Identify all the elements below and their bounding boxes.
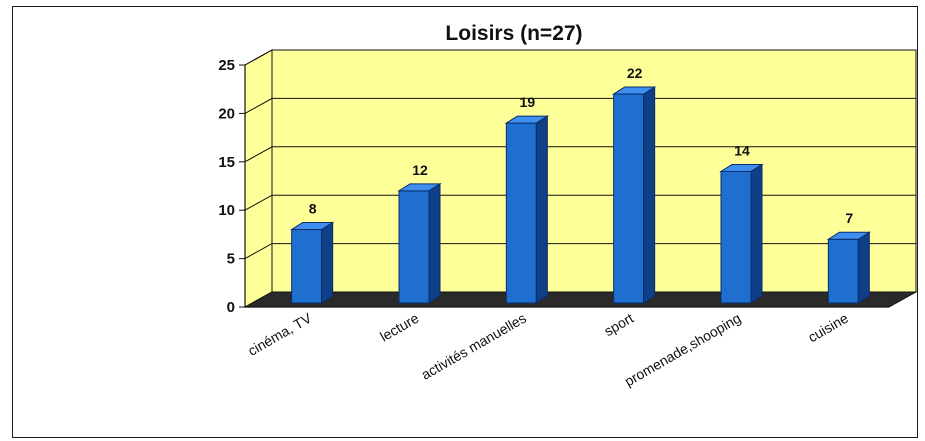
plot-area: 0 5 10 15 20 25 8 cinéma, TV 12 lecture 19 activité… — [218, 49, 918, 390]
bar-front — [505, 122, 537, 304]
bar-top — [504, 115, 550, 124]
bar — [397, 182, 442, 304]
bar-side — [428, 182, 441, 304]
data-label: 7 — [845, 210, 853, 226]
bar-front — [291, 229, 323, 304]
bar — [289, 221, 335, 304]
bar — [504, 115, 550, 304]
data-label: 8 — [309, 201, 317, 217]
x-category-label: cinéma, TV — [245, 309, 315, 358]
floor — [243, 291, 918, 308]
y-tick-label: 5 — [227, 251, 235, 268]
side-wall — [244, 49, 273, 308]
gridline — [244, 97, 916, 114]
data-label: 12 — [412, 162, 428, 178]
bar-top — [611, 86, 657, 95]
x-category-label: sport — [601, 310, 636, 339]
data-label: 19 — [520, 94, 536, 110]
y-tick-label: 20 — [218, 105, 235, 122]
bar — [611, 86, 657, 304]
gridline — [244, 146, 916, 163]
bar-top — [397, 183, 442, 192]
bar — [719, 163, 764, 304]
bar-front — [613, 93, 645, 304]
gridline — [244, 194, 916, 211]
bar — [826, 231, 872, 304]
chart-frame: Loisirs (n=27) 0 5 10 15 20 25 8 cinéma, TV 12 le… — [12, 6, 918, 438]
bar-side — [535, 115, 548, 304]
x-category-label: cuisine — [805, 310, 851, 346]
bar-top — [289, 222, 335, 231]
y-tick-label: 25 — [218, 57, 235, 74]
chart-title: Loisirs (n=27) — [445, 22, 582, 45]
back-wall — [271, 49, 917, 293]
x-category-label: promenade,shooping — [622, 310, 744, 390]
y-tick-label: 15 — [218, 154, 235, 171]
data-label: 14 — [734, 142, 750, 158]
bar-front — [398, 190, 430, 304]
bar-top — [719, 163, 764, 172]
x-category-label: lecture — [377, 310, 422, 345]
x-category-label: activités manuelles — [418, 310, 528, 383]
y-tick-label: 10 — [218, 202, 235, 219]
bar-side — [643, 86, 656, 304]
bar-top — [826, 231, 872, 240]
bar-front — [720, 170, 752, 304]
bar-side — [750, 163, 763, 304]
data-label: 22 — [627, 65, 643, 81]
bar-front — [827, 238, 859, 304]
bar-chart: Loisirs (n=27) 0 5 10 15 20 25 8 cinéma, TV 12 le… — [218, 22, 918, 390]
bar-side — [857, 231, 870, 304]
y-tick-label: 0 — [227, 299, 235, 316]
gridline — [244, 243, 916, 260]
bar-side — [321, 221, 334, 304]
gridline — [244, 49, 916, 66]
